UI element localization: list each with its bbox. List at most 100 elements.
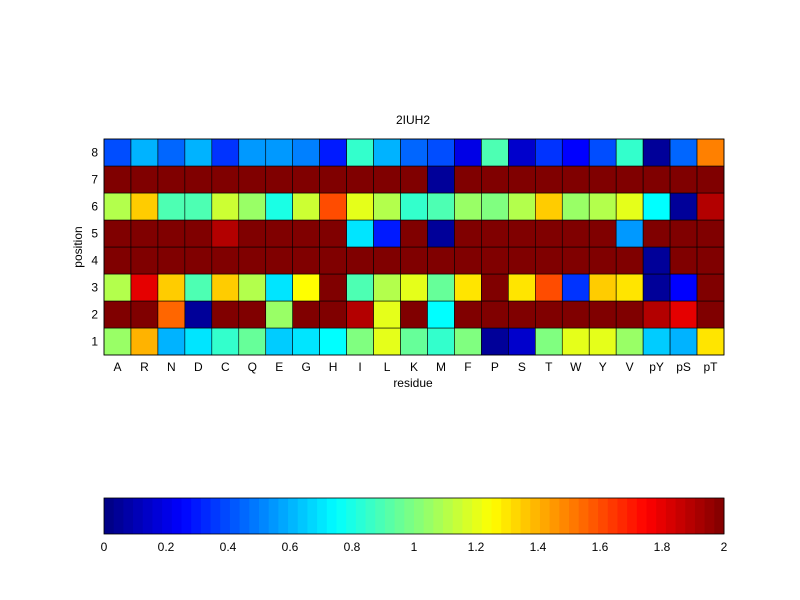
heatmap-cell-W-8	[561, 138, 590, 167]
colorbar-band	[384, 498, 396, 534]
colorbar-band	[569, 498, 580, 534]
colorbar-band	[520, 498, 531, 534]
heatmap-cell-A-8	[103, 138, 132, 167]
heatmap-cell-G-4	[292, 246, 320, 275]
colorbar-tick-label: 0.2	[158, 540, 175, 554]
heatmap-cell-W-7	[561, 165, 590, 194]
colorbar-band	[549, 498, 560, 534]
heatmap-cell-W-1	[561, 327, 590, 356]
x-tick-label: T	[545, 360, 553, 374]
heatmap-cell-pY-1	[642, 327, 671, 356]
x-tick-label: P	[491, 360, 499, 374]
heatmap-cell-H-7	[319, 165, 347, 194]
heatmap-cell-P-5	[481, 219, 509, 248]
heatmap-cell-D-6	[184, 192, 213, 221]
heatmap-cell-C-7	[211, 165, 240, 194]
colorbar-band	[200, 498, 212, 534]
heatmap-cell-pY-7	[642, 165, 671, 194]
heatmap-cell-L-1	[373, 327, 401, 356]
colorbar-band	[297, 498, 308, 534]
heatmap-cell-V-4	[615, 246, 644, 275]
heatmap-cell-G-5	[292, 219, 320, 248]
heatmap-cell-W-4	[561, 246, 590, 275]
heatmap-cell-V-8	[615, 138, 644, 167]
heatmap-cell-N-2	[157, 300, 186, 329]
y-tick-label: 6	[91, 200, 98, 214]
colorbar-band	[152, 498, 163, 534]
heatmap-cell-Y-2	[588, 300, 617, 329]
colorbar-band	[646, 498, 657, 534]
colorbar-band	[113, 498, 124, 534]
colorbar-band	[462, 498, 473, 534]
colorbar-band	[530, 498, 541, 534]
heatmap-cell-S-3	[508, 273, 536, 302]
colorbar-band	[133, 498, 144, 534]
heatmap-cell-E-3	[265, 273, 293, 302]
x-tick-label: pT	[704, 360, 719, 374]
x-tick-label: Q	[248, 360, 257, 374]
heatmap-cell-I-5	[346, 219, 374, 248]
heatmap-cell-V-3	[615, 273, 644, 302]
heatmap-cell-pT-3	[696, 273, 725, 302]
heatmap-cell-N-7	[157, 165, 186, 194]
heatmap-cell-pT-8	[696, 138, 725, 167]
heatmap-cell-Q-2	[238, 300, 267, 329]
heatmap-cell-pS-2	[669, 300, 698, 329]
heatmap-cell-K-8	[400, 138, 428, 167]
heatmap-cell-N-5	[157, 219, 186, 248]
heatmap-cell-A-3	[103, 273, 132, 302]
heatmap-cell-pY-4	[642, 246, 671, 275]
heatmap-cell-R-2	[130, 300, 159, 329]
heatmap-cell-L-4	[373, 246, 401, 275]
heatmap-cell-I-1	[346, 327, 374, 356]
heatmap-cell-A-4	[103, 246, 132, 275]
heatmap-cell-L-6	[373, 192, 401, 221]
heatmap-cell-pT-1	[696, 327, 725, 356]
heatmap-cell-V-6	[615, 192, 644, 221]
heatmap-cell-R-8	[130, 138, 159, 167]
heatmap-cell-K-6	[400, 192, 428, 221]
heatmap-cell-D-8	[184, 138, 213, 167]
colorbar-band	[675, 498, 686, 534]
heatmap-cell-R-7	[130, 165, 159, 194]
heatmap-cell-C-5	[211, 219, 240, 248]
x-tick-label: D	[194, 360, 203, 374]
heatmap-cell-pT-2	[696, 300, 725, 329]
colorbar-band	[607, 498, 618, 534]
heatmap-cell-Y-6	[588, 192, 617, 221]
heatmap-cell-G-8	[292, 138, 320, 167]
heatmap-cell-K-7	[400, 165, 428, 194]
colorbar-tick-labels: 0 0.2 0.4 0.6 0.8 1 1.2 1.4 1.6 1.8 2	[101, 540, 728, 554]
colorbar-band	[472, 498, 483, 534]
heatmap-cell-G-1	[292, 327, 320, 356]
colorbar-band	[239, 498, 250, 534]
colorbar-tick-label: 0	[101, 540, 108, 554]
colorbar-band	[229, 498, 241, 534]
heatmap-cell-H-8	[319, 138, 347, 167]
heatmap-cell-H-1	[319, 327, 347, 356]
heatmap-cell-S-8	[508, 138, 536, 167]
heatmap-cell-V-2	[615, 300, 644, 329]
heatmap-cell-E-2	[265, 300, 293, 329]
heatmap-cell-W-3	[561, 273, 590, 302]
colorbar-band	[452, 498, 463, 534]
x-tick-label: L	[384, 360, 391, 374]
colorbar-band	[307, 498, 318, 534]
x-tick-label: E	[275, 360, 283, 374]
heatmap-cell-T-8	[535, 138, 563, 167]
heatmap-cell-Y-5	[588, 219, 617, 248]
heatmap-cell-I-8	[346, 138, 374, 167]
heatmap-cell-P-4	[481, 246, 509, 275]
heatmap-cell-E-4	[265, 246, 293, 275]
x-tick-label: V	[626, 360, 634, 374]
y-tick-label: 7	[91, 173, 98, 187]
chart-title: 2IUH2	[396, 113, 430, 127]
colorbar-band	[510, 498, 522, 534]
colorbar-band	[326, 498, 337, 534]
heatmap-cell-F-8	[454, 138, 482, 167]
heatmap-cell-Y-3	[588, 273, 617, 302]
heatmap-cell-pY-6	[642, 192, 671, 221]
heatmap-cell-A-6	[103, 192, 132, 221]
heatmap-cell-Y-7	[588, 165, 617, 194]
